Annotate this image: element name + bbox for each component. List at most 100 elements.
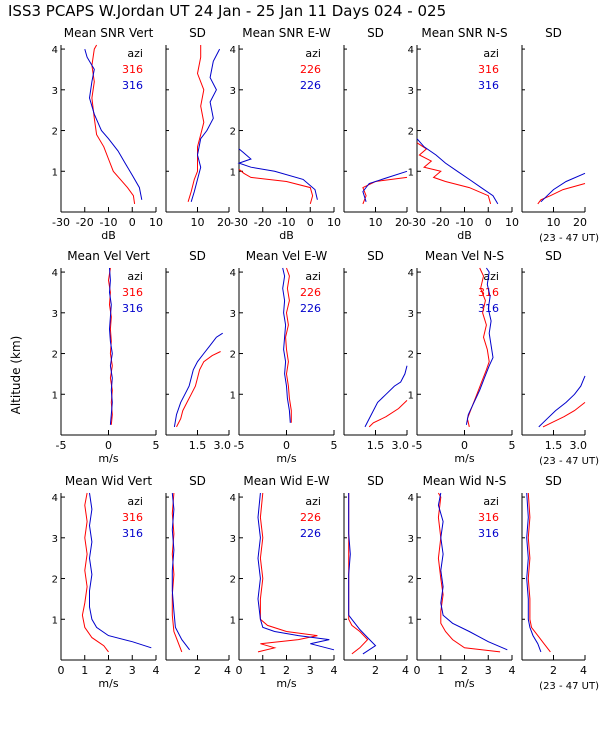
legend-entry-red: 226 (300, 286, 321, 299)
panel-title: Mean SNR N-S (421, 26, 507, 40)
x-tick-label: 3 (485, 664, 492, 677)
series-line-red (416, 142, 492, 205)
y-tick-label: 4 (408, 268, 414, 279)
x-tick-label: 4 (153, 664, 160, 677)
x-tick-label: -20 (76, 216, 94, 229)
legend-entry-red: 316 (478, 63, 499, 76)
series-line-red (257, 492, 318, 653)
x-tick-label: 3.0 (392, 439, 410, 452)
series-line-blue (108, 267, 113, 425)
x-tick-label: 20 (217, 216, 231, 229)
panel: SD 2 4 (23 - 47 UT) (521, 474, 599, 692)
x-tick-label: 0 (485, 216, 492, 229)
x-tick-label: -10 (278, 216, 296, 229)
x-tick-label: 0 (307, 216, 314, 229)
y-tick-label: 4 (408, 493, 414, 504)
panel: SD 1.5 3.0 (343, 249, 410, 452)
x-tick-label: 3.0 (214, 439, 232, 452)
series-line-blue (257, 492, 335, 651)
series-line-blue (362, 170, 408, 202)
series-line-red (176, 351, 221, 428)
y-tick-label: 3 (230, 86, 236, 97)
figure-title: ISS3 PCAPS W.Jordan UT 24 Jan - 25 Jan 1… (8, 2, 446, 20)
panel-title: SD (367, 474, 384, 488)
y-tick-label: 4 (230, 268, 236, 279)
series-line-red (238, 168, 314, 205)
y-tick-label: 3 (408, 309, 414, 320)
panel-title: Mean Wid N-S (423, 474, 507, 488)
series-line-red (91, 44, 136, 204)
y-tick-label: 1 (230, 167, 236, 178)
x-tick-label: -30 (52, 216, 70, 229)
series-line-blue (540, 172, 586, 203)
series-line-blue (190, 48, 221, 202)
x-tick-label: 10 (191, 216, 205, 229)
panel: SD 1.5 3.0 (165, 249, 232, 452)
y-tick-label: 4 (230, 45, 236, 56)
series-line-blue (416, 138, 499, 205)
x-tick-label: 0 (58, 664, 65, 677)
series-line-red (187, 45, 205, 202)
x-tick-label: 2 (283, 664, 290, 677)
series-line-blue (171, 492, 190, 651)
y-tick-label: 4 (52, 45, 58, 56)
legend-header: azi (483, 47, 499, 60)
x-tick-label: 3 (129, 664, 136, 677)
x-tick-label: 1 (437, 664, 444, 677)
legend-entry-blue: 226 (300, 527, 321, 540)
y-tick-label: 3 (230, 309, 236, 320)
y-tick-label: 2 (230, 127, 236, 138)
y-tick-label: 1 (52, 167, 58, 178)
series-line-red (368, 400, 408, 428)
legend-entry-blue: 316 (122, 527, 143, 540)
series-line-red (285, 267, 292, 423)
panel: Mean Wid Vert 0 1 2 3 4 1 2 3 4 m/s azi 316 316 (52, 474, 160, 690)
panel: SD 10 20 (23 - 47 UT) (521, 26, 599, 244)
time-range-note: (23 - 47 UT) (539, 233, 599, 244)
y-tick-label: 1 (230, 390, 236, 401)
panel: Mean SNR E-W -30 -20 -10 0 10 1 2 3 4 dB azi 226 226 (230, 26, 341, 242)
x-tick-label: -10 (100, 216, 118, 229)
x-tick-label: 1 (259, 664, 266, 677)
y-tick-label: 1 (408, 390, 414, 401)
time-range-note: (23 - 47 UT) (539, 456, 599, 467)
legend-header: azi (127, 495, 143, 508)
panel-title: Mean SNR Vert (64, 26, 154, 40)
panel-title: SD (367, 26, 384, 40)
panel: Mean SNR N-S -30 -20 -10 0 10 1 2 3 4 dB azi 316 316 (408, 26, 519, 242)
x-tick-label: 20 (573, 216, 587, 229)
y-tick-label: 1 (408, 167, 414, 178)
time-range-note: (23 - 47 UT) (539, 681, 599, 692)
panel: SD 2 4 (165, 474, 231, 677)
panel-title: SD (545, 474, 562, 488)
legend-entry-blue: 226 (300, 302, 321, 315)
panel: SD 10 20 (165, 26, 231, 229)
y-tick-label: 2 (230, 350, 236, 361)
y-tick-label: 2 (408, 575, 414, 586)
legend-header: azi (127, 270, 143, 283)
x-tick-label: -5 (234, 439, 245, 452)
x-tick-label: -20 (432, 216, 450, 229)
x-tick-label: 0 (129, 216, 136, 229)
legend-header: azi (305, 47, 321, 60)
x-tick-label: 2 (194, 664, 201, 677)
y-tick-label: 1 (408, 615, 414, 626)
y-tick-label: 3 (230, 534, 236, 545)
x-tick-label: 2 (372, 664, 379, 677)
panel-title: SD (545, 249, 562, 263)
x-tick-label: 4 (402, 664, 409, 677)
x-tick-label: 3 (307, 664, 314, 677)
x-tick-label: -5 (56, 439, 67, 452)
panel-title: SD (367, 249, 384, 263)
legend-entry-red: 316 (478, 511, 499, 524)
panel: Mean Wid N-S 0 1 2 3 4 1 2 3 4 m/s azi 316 316 (408, 474, 516, 690)
series-line-blue (538, 375, 586, 428)
x-tick-label: 10 (369, 216, 383, 229)
x-tick-label: 1 (81, 664, 88, 677)
panel: SD 10 20 (343, 26, 409, 229)
series-line-blue (173, 332, 223, 427)
panel-title: Mean Vel N-S (425, 249, 504, 263)
series-line-red (362, 176, 408, 205)
y-tick-label: 4 (52, 493, 58, 504)
